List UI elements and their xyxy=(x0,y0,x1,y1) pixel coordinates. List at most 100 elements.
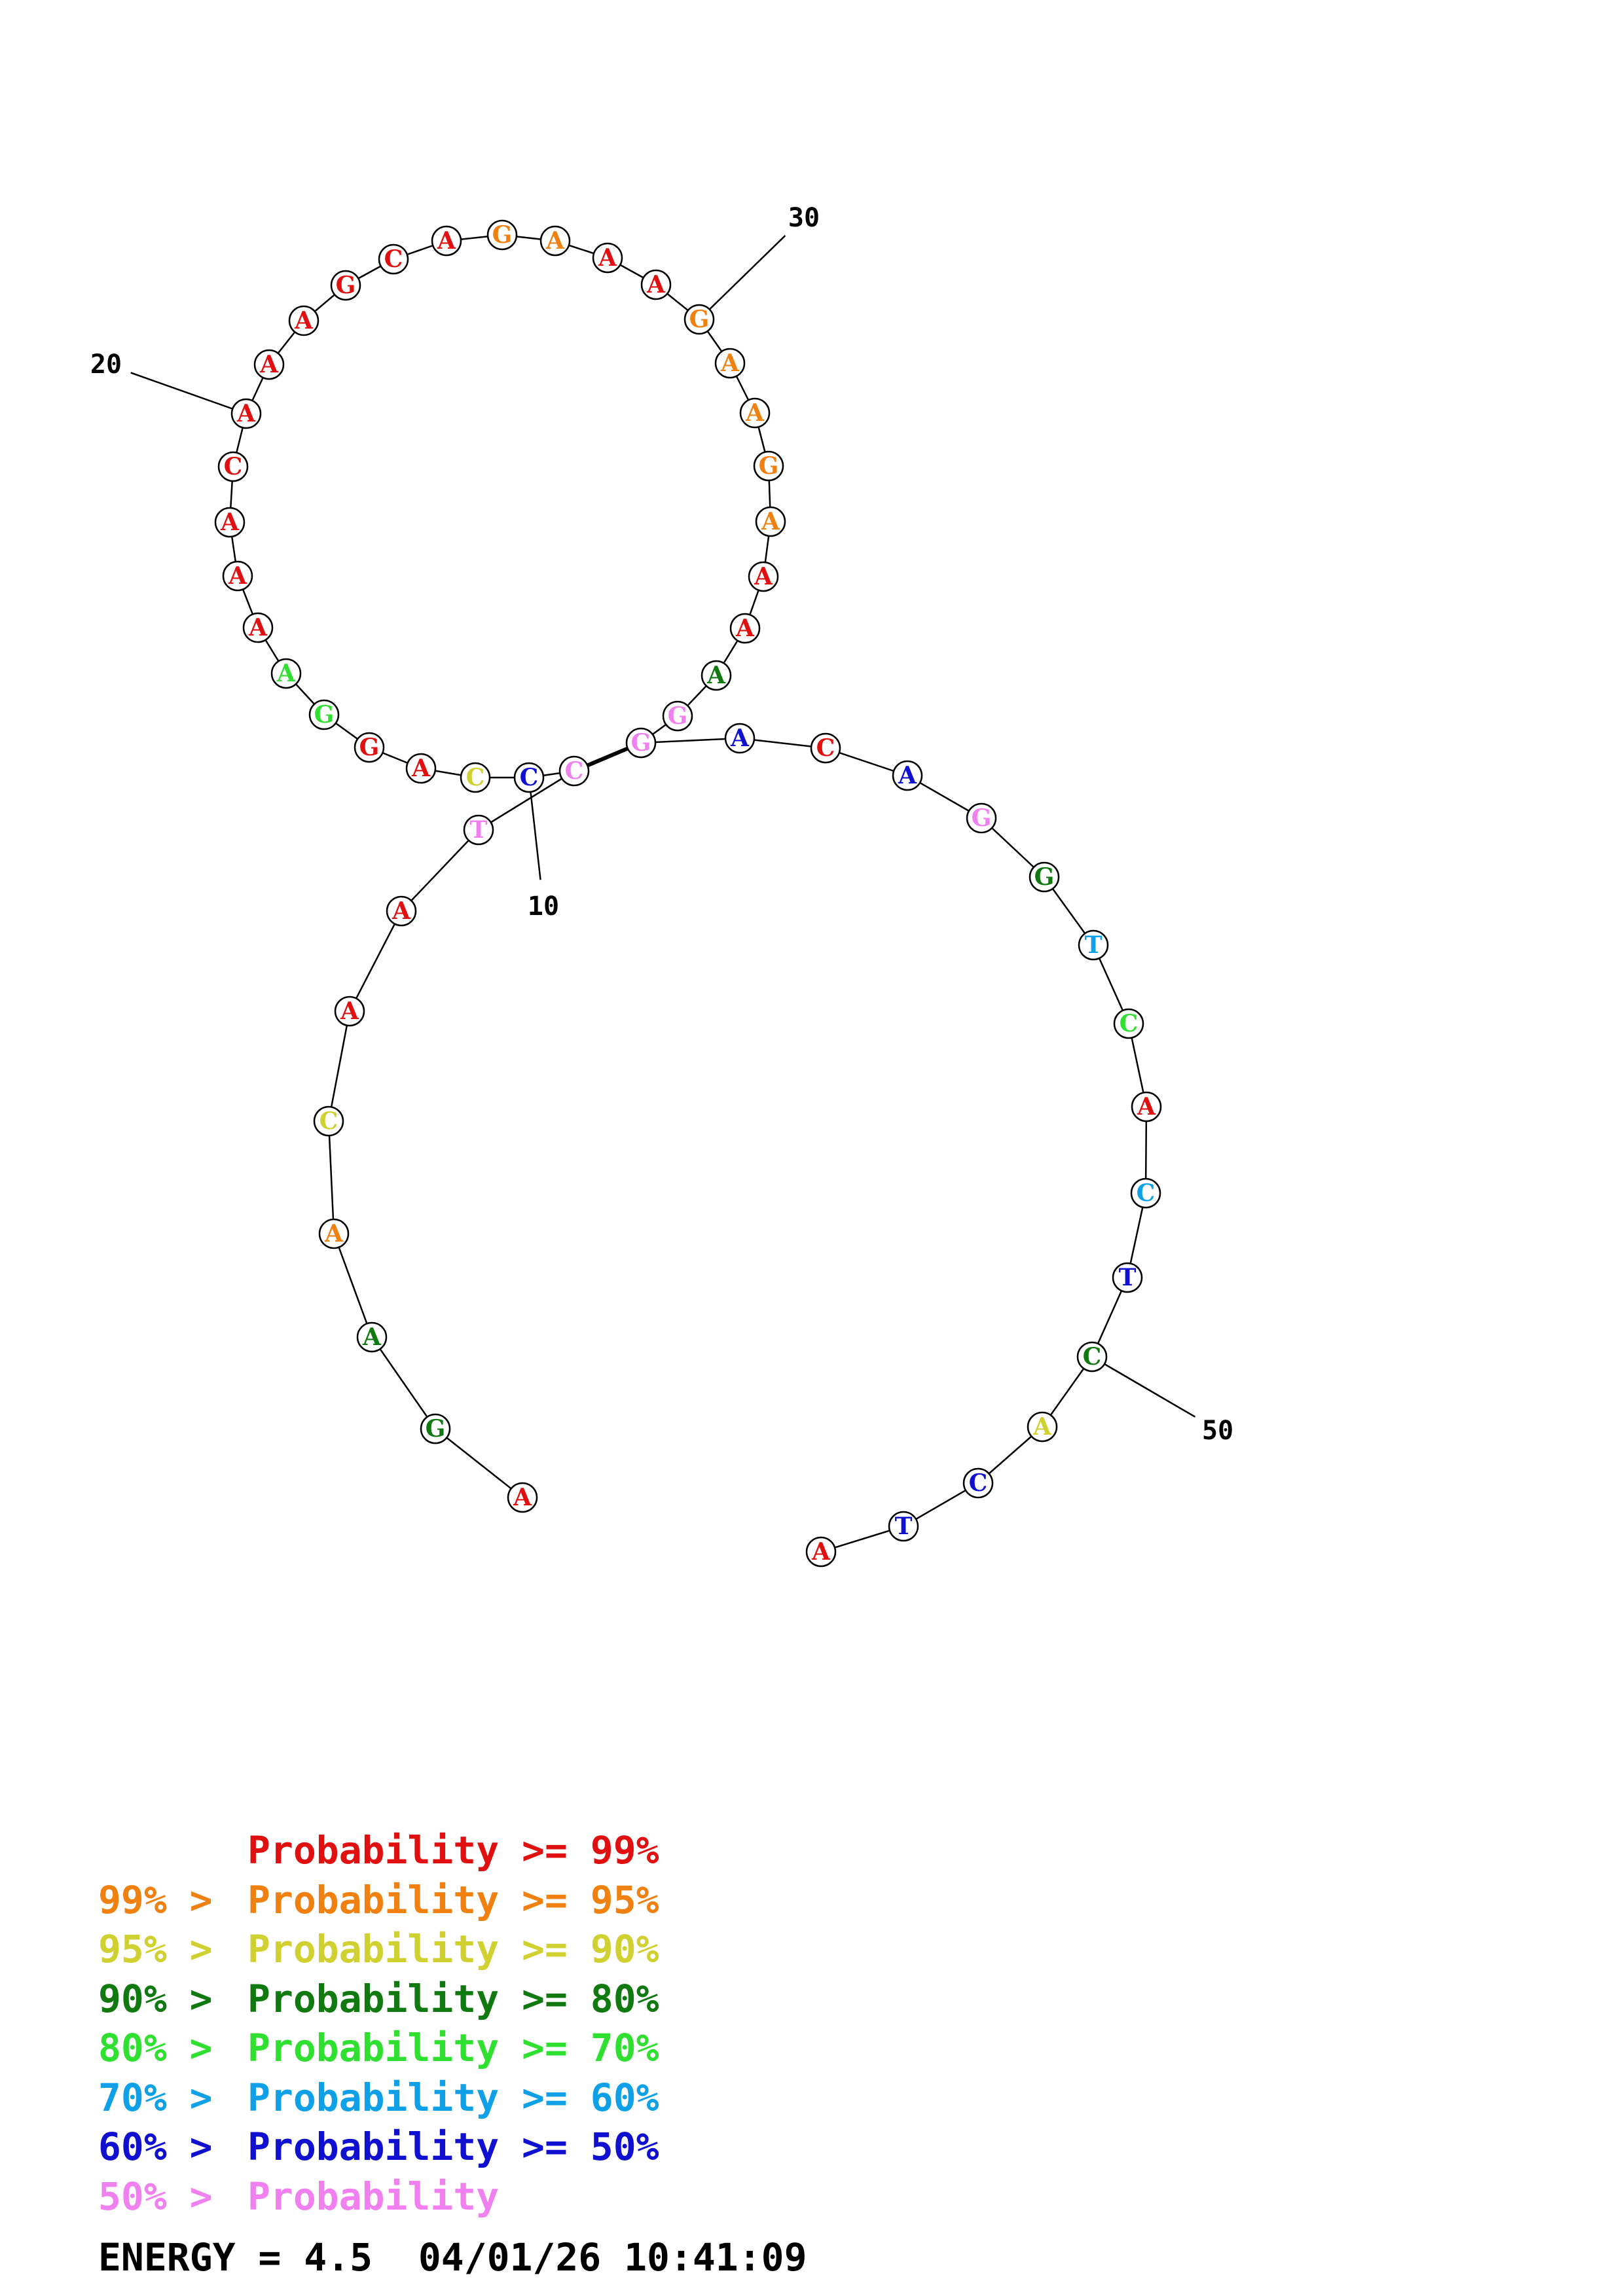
nucleotide-letter: G xyxy=(359,734,380,761)
nucleotide-circle xyxy=(378,243,409,275)
nucleotide-letter: G xyxy=(972,804,992,832)
nucleotide-letter: A xyxy=(598,244,617,272)
nucleotide-circle xyxy=(662,700,693,732)
nucleotide: G xyxy=(753,450,784,482)
nucleotide-circle xyxy=(230,398,262,429)
legend-row: 70% > Probability >= 60% xyxy=(98,2073,659,2123)
nucleotide-letter: A xyxy=(324,1220,344,1247)
legend-label: Probability >= 99% xyxy=(247,1828,659,1873)
nucleotide: C xyxy=(378,243,409,275)
nucleotide-circle xyxy=(356,1321,388,1353)
nucleotide-circle xyxy=(714,348,746,379)
nucleotide-letter: A xyxy=(362,1323,382,1351)
nucleotide-letter: A xyxy=(545,227,565,255)
nucleotide-circle xyxy=(1078,929,1109,961)
nucleotide: A xyxy=(640,269,672,300)
nucleotide: A xyxy=(230,398,262,429)
legend-row: 99% > Probability >= 95% xyxy=(98,1876,659,1926)
legend-prefix: 70% > xyxy=(98,2075,236,2120)
nucleotide-circle xyxy=(962,1467,994,1499)
nucleotide-letter: A xyxy=(811,1538,831,1566)
legend-label: Probability xyxy=(247,2174,500,2219)
nucleotide-circle xyxy=(431,225,462,257)
index-tick-line xyxy=(130,372,247,415)
nucleotide-letter: G xyxy=(426,1415,446,1443)
nucleotide-letter: G xyxy=(631,729,651,757)
nucleotide: T xyxy=(463,814,494,846)
index-tick-lines xyxy=(130,235,1196,1418)
nucleotide-circle xyxy=(724,723,756,754)
nucleotide-circle xyxy=(386,895,417,927)
legend-label: Probability >= 60% xyxy=(247,2075,659,2120)
nucleotide: A xyxy=(729,613,761,644)
nucleotide-letter: C xyxy=(224,453,243,480)
nucleotide: A xyxy=(386,895,417,927)
nucleotide: G xyxy=(684,304,715,335)
nucleotide: A xyxy=(431,225,462,257)
nucleotide-letter: C xyxy=(384,245,403,273)
nucleotide-letter: A xyxy=(720,350,740,377)
legend-label: Probability >= 80% xyxy=(247,1976,659,2021)
nucleotide: G xyxy=(486,219,518,251)
nucleotide: G xyxy=(330,270,361,301)
nucleotide: A xyxy=(356,1321,388,1353)
nucleotide: A xyxy=(755,506,786,537)
legend-prefix: 90% > xyxy=(98,1976,236,2021)
nucleotide-circle xyxy=(318,1218,350,1249)
nucleotide-letter: A xyxy=(228,562,247,590)
index-label: 50 xyxy=(1202,1416,1233,1446)
nucleotide: A xyxy=(214,507,246,538)
nucleotide-letter: T xyxy=(1085,931,1103,959)
nucleotide-circle xyxy=(805,1536,837,1568)
nucleotide-circle xyxy=(753,450,784,482)
nucleotide-circle xyxy=(1113,1008,1144,1039)
nucleotide-letter: T xyxy=(1119,1264,1137,1291)
nucleotide-letter: G xyxy=(314,701,335,728)
nucleotide: G xyxy=(625,727,657,759)
nucleotide-letter: A xyxy=(236,400,256,427)
nucleotide-circle xyxy=(888,1511,919,1542)
nucleotide-letter: A xyxy=(1137,1093,1156,1121)
nucleotide-circle xyxy=(755,506,786,537)
nucleotide-letter: G xyxy=(492,221,513,249)
nucleotide-circle xyxy=(810,732,841,764)
nucleotide: A xyxy=(714,348,746,379)
nucleotide-circle xyxy=(966,802,997,834)
nucleotide: A xyxy=(892,760,923,791)
nucleotide-circle xyxy=(1131,1091,1162,1122)
nucleotide-letter: A xyxy=(754,563,773,590)
index-tick-line xyxy=(699,235,786,320)
nucleotide-circle xyxy=(558,755,590,787)
backbone-segment xyxy=(348,910,403,1012)
nucleotide-circle xyxy=(486,219,518,251)
nucleotide: C xyxy=(1130,1177,1161,1209)
nucleotide-circle xyxy=(405,753,437,784)
nucleotide-letter: G xyxy=(759,452,779,480)
nucleotide-letter: A xyxy=(706,662,726,689)
nucleotide: T xyxy=(1112,1262,1143,1293)
backbone-segment xyxy=(435,1428,523,1498)
nucleotide-letter: G xyxy=(336,272,356,299)
nucleotide-letter: A xyxy=(735,615,755,642)
nucleotide: A xyxy=(253,349,285,380)
backbone xyxy=(228,234,1148,1553)
nucleotide-letter: A xyxy=(761,508,780,535)
nucleotide-circle xyxy=(1027,1411,1058,1443)
legend-label: Probability >= 70% xyxy=(247,2026,659,2070)
nucleotide-circle xyxy=(1112,1262,1143,1293)
nucleotide-letter: G xyxy=(1034,863,1055,891)
nucleotide-circle xyxy=(330,270,361,301)
nucleotide: G xyxy=(420,1413,451,1444)
nucleotide-letter: A xyxy=(411,755,431,782)
nucleotide-circle xyxy=(354,732,385,763)
backbone-segment xyxy=(327,1011,351,1122)
nucleotide: T xyxy=(888,1511,919,1542)
nucleotide: A xyxy=(507,1482,538,1513)
energy-timestamp: ENERGY = 4.5 04/01/26 10:41:09 xyxy=(98,2235,807,2280)
nucleotide-circle xyxy=(1130,1177,1161,1209)
legend-prefix: 50% > xyxy=(98,2174,236,2219)
nucleotide: C xyxy=(1076,1341,1108,1372)
nucleotide-circle xyxy=(513,762,545,793)
nucleotide-circle xyxy=(308,699,340,730)
nucleotide-circle xyxy=(748,561,779,592)
